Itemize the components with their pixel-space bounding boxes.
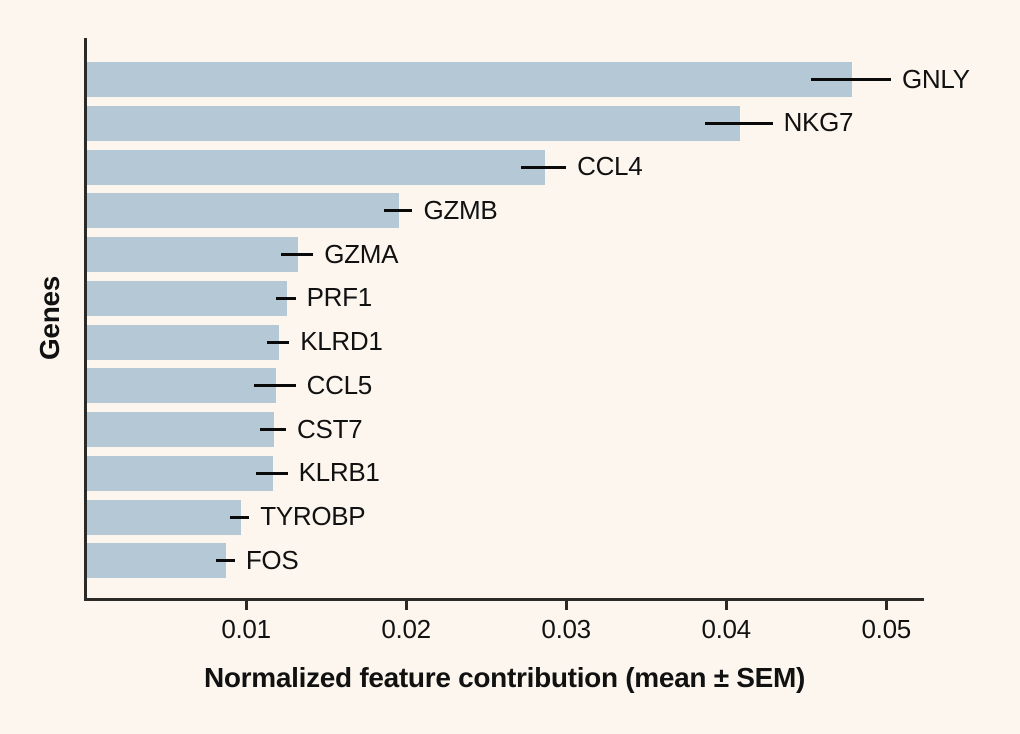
bar-label: KLRD1 (300, 325, 383, 356)
x-tick-mark (244, 601, 248, 610)
bar (87, 455, 273, 491)
error-bar (521, 165, 567, 169)
bar (87, 412, 275, 448)
x-tick-label: 0.04 (701, 614, 751, 644)
error-bar (383, 209, 413, 213)
x-axis-label: Normalized feature contribution (mean ± … (203, 662, 806, 693)
bar-label: CST7 (297, 413, 363, 444)
error-bar (810, 78, 891, 81)
x-tick-mark (404, 601, 408, 610)
bar (87, 149, 545, 185)
bar-label: GZMA (324, 238, 399, 269)
x-tick-mark (884, 601, 888, 610)
error-bar (276, 296, 296, 300)
y-axis-spine (84, 38, 87, 601)
bar-label: FOS (245, 544, 299, 575)
x-tick-label: 0.02 (381, 614, 431, 644)
x-tick-mark (724, 601, 728, 610)
bar-label: NKG7 (783, 107, 854, 138)
error-bar (215, 559, 235, 563)
bar-label: KLRB1 (298, 457, 380, 488)
bar (87, 368, 276, 404)
bar (87, 105, 740, 141)
bar-label: PRF1 (306, 282, 373, 313)
bar (87, 324, 280, 360)
bar (87, 62, 852, 97)
x-axis-line (84, 598, 924, 601)
error-bar (254, 384, 296, 388)
bar-label: GZMB (423, 194, 498, 225)
plot-area: GNLY NKG7 CCL4 GZMB GZMA PRF1 KLRD1 CCL5 CST7 KLR… (86, 38, 970, 598)
bar-label: TYROBP (260, 501, 366, 532)
x-tick-mark (564, 601, 568, 610)
error-bar (260, 428, 287, 432)
x-tick-label: 0.03 (541, 614, 591, 644)
bar-label: CCL4 (577, 150, 643, 181)
x-tick-label: 0.01 (221, 614, 271, 644)
error-bar (705, 121, 773, 125)
error-bar (281, 253, 314, 257)
x-ticks-container: 0.01 0.02 0.03 0.04 0.05 (86, 598, 923, 658)
x-tick-label: 0.05 (861, 614, 911, 644)
bar (87, 499, 241, 535)
bar-label: CCL5 (306, 369, 373, 400)
bar (87, 280, 288, 316)
bar (87, 543, 227, 579)
error-bar (230, 515, 250, 519)
error-bar (255, 471, 288, 475)
bar (87, 237, 299, 273)
bar (87, 193, 400, 229)
error-bar (266, 340, 290, 344)
bar-label: GNLY (901, 63, 970, 94)
y-axis-label: Genes (34, 275, 65, 361)
